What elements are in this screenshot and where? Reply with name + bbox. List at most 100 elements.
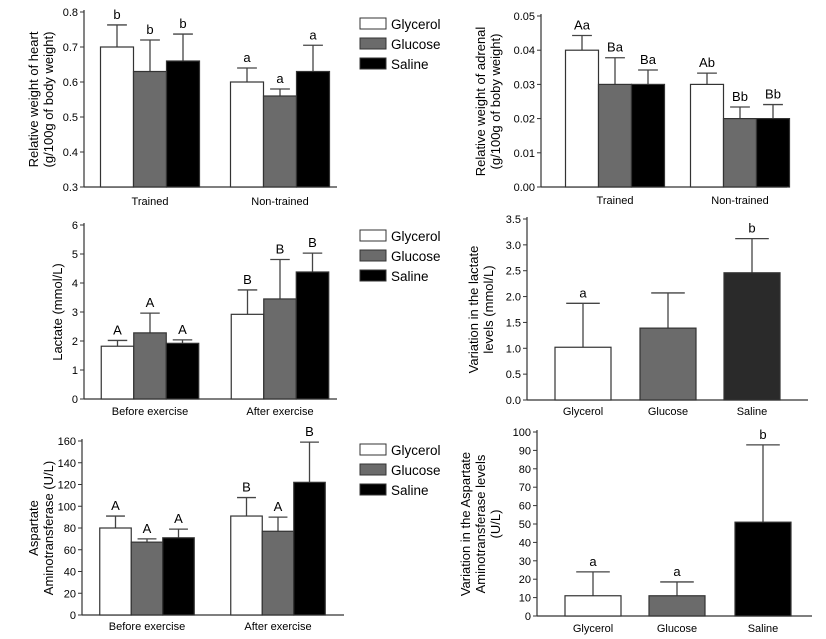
legend: Glycerol Glucose Saline <box>359 443 441 498</box>
legend-label-glycerol: Glycerol <box>391 443 441 458</box>
legend-label-glucose: Glucose <box>391 463 441 478</box>
y-tick-label: 0.3 <box>63 182 78 194</box>
chart-lactate: 0 1 2 3 4 5 6 Lactate (mmol/L) A A A Before exercis… <box>50 220 441 418</box>
chart-ast: 0 20 40 60 80 100 120 140 160 Aspartate Aminotrans… <box>26 424 441 633</box>
bar-saline <box>630 83 666 188</box>
y-tick-label: 0 <box>525 611 531 623</box>
bar-glucose <box>597 83 633 188</box>
x-category-label: Trained <box>132 196 169 208</box>
legend-label-saline: Saline <box>391 483 429 498</box>
y-tick-label: 80 <box>64 523 76 535</box>
bar-glycerol <box>564 49 600 188</box>
y-tick-label: 4 <box>72 278 78 290</box>
significance-label: b <box>179 16 186 31</box>
y-tick-label: 0 <box>72 394 78 406</box>
y-axis-label: levels (mmol/L) <box>481 265 496 353</box>
bar-glycerol <box>230 313 265 400</box>
significance-label: A <box>113 322 122 337</box>
y-axis-label: Relative weight of adrenal <box>473 27 488 177</box>
significance-label: Aa <box>574 17 591 32</box>
y-tick-label: 0.00 <box>514 182 535 194</box>
significance-label: B <box>242 480 251 495</box>
legend-swatch-glucose <box>359 37 387 50</box>
significance-label: Ba <box>640 52 657 67</box>
y-tick-label: 0.5 <box>506 369 521 381</box>
y-tick-label: 2.0 <box>506 292 521 304</box>
bar-glucose <box>639 327 697 401</box>
bar-saline <box>165 342 200 400</box>
bar-glucose <box>722 117 758 188</box>
x-category-label: Trained <box>597 195 634 207</box>
legend: Glycerol Glucose Saline <box>359 17 441 72</box>
significance-label: Bb <box>732 89 748 104</box>
bar-saline <box>755 117 791 188</box>
significance-label: b <box>113 7 120 22</box>
significance-label: B <box>243 272 252 287</box>
significance-label: A <box>146 295 155 310</box>
x-category-label: Non-trained <box>251 196 308 208</box>
significance-label: Ba <box>607 40 624 55</box>
y-tick-label: 50 <box>519 519 531 531</box>
significance-label: a <box>276 71 284 86</box>
y-tick-label: 0.8 <box>63 7 78 19</box>
y-axis-label: (g/100g of boby weight) <box>488 34 503 170</box>
y-axis-label: (g/100g of body weight) <box>41 32 56 168</box>
chart-heart: 0.3 0.4 0.5 0.6 0.7 0.8 Relative weight of hea… <box>26 7 441 208</box>
y-tick-label: 0.4 <box>63 147 78 159</box>
legend-swatch-glucose <box>359 463 387 476</box>
y-tick-label: 0.5 <box>63 112 78 124</box>
legend-label-glycerol: Glycerol <box>391 17 441 32</box>
legend-label-glycerol: Glycerol <box>391 229 441 244</box>
bar-glucose <box>133 332 167 400</box>
y-tick-label: 2.5 <box>506 266 521 278</box>
y-tick-label: 0 <box>70 610 76 622</box>
legend-swatch-glucose <box>359 249 387 262</box>
y-tick-label: 60 <box>64 545 76 557</box>
legend-label-saline: Saline <box>391 269 429 284</box>
significance-label: B <box>305 424 314 439</box>
bar-saline <box>165 60 201 188</box>
y-axis-label: Aspartate <box>26 500 41 556</box>
significance-label: Bb <box>765 87 781 102</box>
y-tick-label: 160 <box>58 436 76 448</box>
y-axis-label: Variation in the lactate <box>466 246 481 374</box>
legend-swatch-saline <box>359 269 387 282</box>
legend: Glycerol Glucose Saline <box>359 229 441 284</box>
significance-label: b <box>759 427 766 442</box>
y-tick-label: 80 <box>519 464 531 476</box>
y-tick-label: 3.0 <box>506 240 521 252</box>
x-category-label: Glycerol <box>573 623 613 635</box>
bar-glucose <box>130 541 164 616</box>
significance-label: a <box>579 285 587 300</box>
x-category-label: Glycerol <box>563 406 603 418</box>
y-tick-label: 20 <box>519 574 531 586</box>
x-category-label: After exercise <box>244 621 311 633</box>
bar-glycerol <box>564 595 622 617</box>
bar-glycerol <box>689 83 725 188</box>
legend-label-glucose: Glucose <box>391 37 441 52</box>
significance-label: A <box>174 511 183 526</box>
significance-label: b <box>748 221 755 236</box>
x-category-label: Before exercise <box>112 406 188 418</box>
bar-saline <box>293 481 326 616</box>
y-tick-label: 90 <box>519 445 531 457</box>
bar-glycerol <box>230 515 263 616</box>
bar-glucose <box>263 298 297 400</box>
chart-adrenal: 0.00 0.01 0.02 0.03 0.04 0.05 Relative weight … <box>473 11 791 207</box>
y-tick-label: 1 <box>72 365 78 377</box>
y-tick-label: 0.6 <box>63 77 78 89</box>
significance-label: Ab <box>699 55 715 70</box>
y-tick-label: 30 <box>519 556 531 568</box>
legend-swatch-saline <box>359 57 387 70</box>
significance-label: a <box>589 554 597 569</box>
x-category-label: Glucose <box>648 406 688 418</box>
bar-saline <box>295 271 330 400</box>
y-tick-label: 0.05 <box>514 11 535 23</box>
y-tick-label: 0.02 <box>514 114 535 126</box>
legend-label-glucose: Glucose <box>391 249 441 264</box>
y-tick-label: 1.0 <box>506 343 521 355</box>
y-tick-label: 40 <box>519 537 531 549</box>
x-category-label: Before exercise <box>109 621 185 633</box>
y-tick-label: 3 <box>72 307 78 319</box>
